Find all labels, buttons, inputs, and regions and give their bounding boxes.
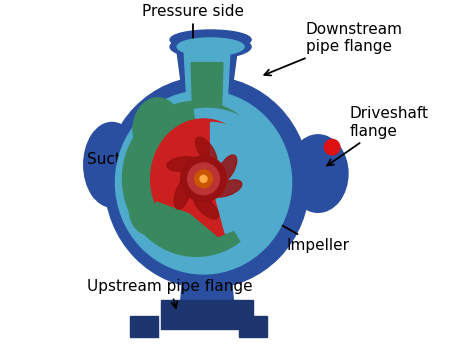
Ellipse shape: [288, 135, 348, 212]
Text: Impeller: Impeller: [248, 206, 349, 253]
Ellipse shape: [129, 186, 172, 235]
Ellipse shape: [177, 38, 244, 55]
FancyBboxPatch shape: [129, 316, 158, 337]
Polygon shape: [191, 62, 223, 122]
Polygon shape: [177, 52, 237, 105]
Text: Downstream
pipe flange: Downstream pipe flange: [264, 22, 403, 75]
Text: Suction side: Suction side: [87, 152, 181, 167]
Polygon shape: [181, 260, 234, 302]
Text: Pressure side: Pressure side: [142, 4, 244, 77]
FancyBboxPatch shape: [161, 300, 253, 329]
FancyBboxPatch shape: [239, 316, 267, 337]
Ellipse shape: [151, 119, 256, 239]
Circle shape: [200, 175, 207, 182]
Ellipse shape: [195, 137, 217, 164]
Ellipse shape: [133, 98, 182, 161]
Ellipse shape: [170, 30, 251, 49]
Polygon shape: [184, 50, 230, 115]
Text: Driveshaft
flange: Driveshaft flange: [327, 106, 429, 165]
Ellipse shape: [116, 91, 292, 274]
Circle shape: [324, 140, 340, 155]
Ellipse shape: [167, 157, 198, 171]
Wedge shape: [154, 202, 217, 249]
Ellipse shape: [211, 180, 242, 197]
Ellipse shape: [84, 122, 140, 207]
Circle shape: [195, 170, 212, 188]
Wedge shape: [210, 122, 267, 233]
Circle shape: [188, 163, 219, 195]
Circle shape: [181, 156, 227, 202]
Ellipse shape: [194, 195, 219, 219]
Text: Upstream pipe flange: Upstream pipe flange: [87, 279, 253, 308]
Wedge shape: [194, 108, 281, 246]
Ellipse shape: [217, 155, 237, 184]
Ellipse shape: [105, 77, 309, 288]
Ellipse shape: [122, 101, 271, 256]
Ellipse shape: [174, 179, 191, 209]
Ellipse shape: [170, 35, 251, 58]
